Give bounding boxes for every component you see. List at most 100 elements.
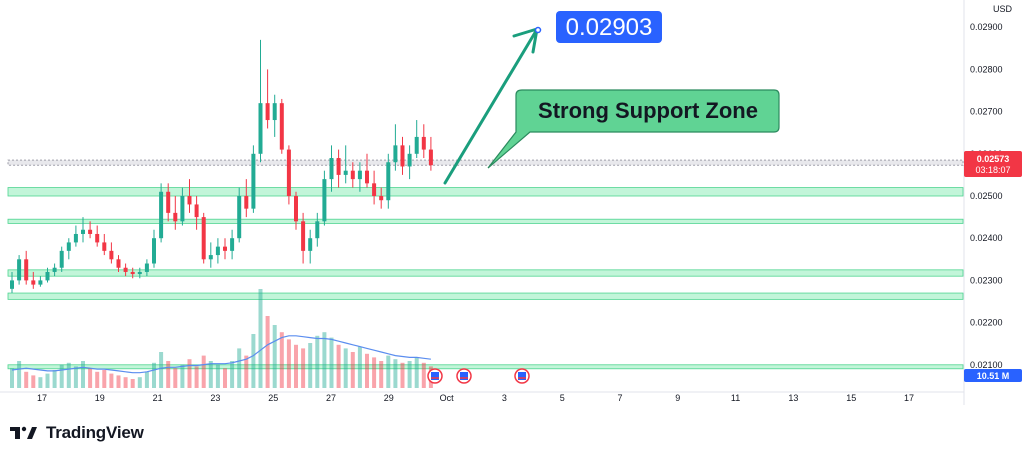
bar-countdown: 03:18:07	[975, 165, 1010, 175]
current-price-band	[7, 159, 964, 166]
candle-body	[152, 238, 156, 264]
volume-bar	[45, 373, 50, 388]
candle-body	[230, 238, 235, 251]
volume-bar	[59, 364, 64, 388]
volume-bar	[31, 375, 36, 388]
volume-bar	[52, 370, 57, 388]
time-tick-label: Oct	[440, 393, 455, 403]
time-tick-label: 9	[675, 393, 680, 403]
time-axis[interactable]: 17 19 21 23 25 27 29 Oct 3 5 7 9 11 13 15 17	[37, 393, 914, 403]
volume-bar	[10, 368, 14, 388]
volume-bar	[315, 335, 320, 388]
candle-body	[102, 242, 107, 251]
candle-body	[38, 280, 43, 285]
volume-bar	[180, 364, 185, 388]
volume-ma-line	[11, 335, 431, 374]
price-chart[interactable]: 0.029000.028000.027000.026000.025000.024…	[0, 0, 1024, 420]
candle-body	[400, 145, 405, 167]
candle-body	[308, 238, 313, 251]
candle-body	[294, 196, 298, 222]
candle-body	[414, 136, 419, 154]
volume-bar	[166, 361, 171, 388]
candle-body	[159, 191, 164, 239]
volume-bar	[343, 348, 348, 388]
candle-body	[109, 250, 114, 260]
support-zones	[7, 159, 964, 370]
time-tick-label: 11	[731, 393, 740, 403]
target-price-text: 0.02903	[566, 14, 653, 41]
candle-body	[350, 170, 355, 180]
flag-canton	[518, 372, 526, 380]
volume-value: 10.51 M	[977, 371, 1010, 381]
candlestick-series	[10, 39, 433, 294]
time-tick-label: 21	[153, 393, 163, 403]
support-zone	[7, 292, 964, 300]
time-tick-label: 15	[846, 393, 856, 403]
volume-bar	[407, 361, 412, 388]
volume-bar	[357, 346, 362, 388]
earnings-icon	[427, 368, 443, 384]
volume-bar	[130, 379, 135, 388]
candle-body	[59, 250, 64, 268]
volume-bar	[400, 362, 405, 388]
price-tick-label: 0.02400	[970, 233, 1003, 243]
time-tick-label: 3	[502, 393, 507, 403]
volume-bar	[272, 325, 277, 388]
brand-name: TradingView	[46, 423, 144, 442]
candle-body	[95, 233, 100, 243]
volume-bars	[10, 289, 433, 388]
time-tick-label: 7	[617, 393, 622, 403]
volume-bar	[308, 343, 313, 388]
volume-bar	[393, 359, 398, 388]
time-tick-label: 19	[95, 393, 105, 403]
price-tick-label: 0.02700	[970, 107, 1003, 117]
volume-bar	[109, 373, 114, 388]
volume-bar	[102, 370, 107, 388]
target-price-label: 0.02903	[534, 11, 662, 43]
price-tick-label: 0.02500	[970, 191, 1003, 201]
volume-bar	[17, 361, 22, 388]
candle-body	[265, 103, 270, 121]
volume-bar	[194, 366, 199, 388]
current-price-value: 0.02573	[977, 154, 1010, 164]
volume-bar	[365, 353, 369, 388]
candle-body	[357, 170, 362, 180]
time-tick-label: 29	[384, 393, 394, 403]
candle-body	[421, 136, 426, 150]
candle-body	[322, 179, 327, 222]
volume-bar	[123, 377, 128, 388]
price-axis[interactable]: 0.029000.028000.027000.026000.025000.024…	[970, 22, 1003, 370]
candle-body	[393, 145, 398, 163]
volume-bar	[201, 355, 206, 388]
volume-bar	[350, 352, 355, 388]
volume-bar	[251, 334, 256, 388]
volume-tag: 10.51 M	[964, 369, 1022, 382]
volume-bar	[421, 362, 426, 388]
time-tick-label: 5	[560, 393, 565, 403]
price-tick-label: 0.02900	[970, 22, 1003, 32]
volume-bar	[237, 348, 242, 388]
candle-body	[428, 149, 433, 166]
candle-body	[336, 158, 341, 175]
volume-bar	[265, 316, 270, 388]
support-zone	[7, 269, 964, 277]
volume-bar	[279, 332, 284, 388]
candle-body	[180, 196, 185, 222]
volume-bar	[144, 371, 149, 388]
time-tick-label: 23	[210, 393, 220, 403]
brand-footer[interactable]: TradingView	[10, 421, 144, 445]
volume-bar	[187, 359, 192, 388]
candle-body	[272, 103, 277, 121]
price-tick-label: 0.02200	[970, 318, 1003, 328]
support-callout: Strong Support Zone	[487, 89, 780, 169]
volume-bar	[230, 361, 235, 388]
volume-bar	[38, 377, 43, 388]
candle-body	[315, 221, 320, 239]
candle-body	[81, 229, 85, 234]
candle-body	[215, 246, 220, 256]
candle-body	[237, 196, 242, 239]
candle-body	[123, 267, 128, 272]
candle-body	[343, 170, 348, 175]
candle-body	[372, 183, 377, 196]
volume-bar	[386, 355, 391, 388]
